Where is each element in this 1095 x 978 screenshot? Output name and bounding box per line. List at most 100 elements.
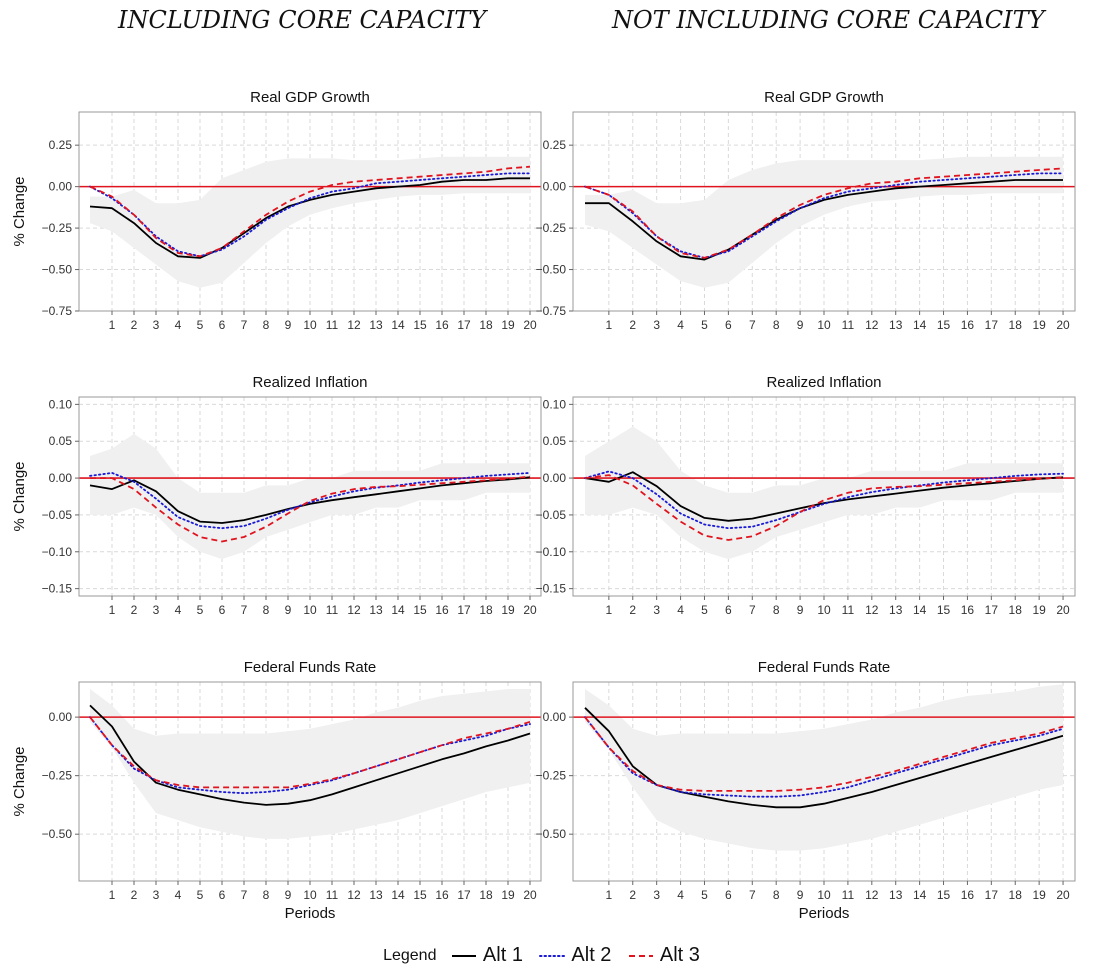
x-tick-label: 1 [109, 888, 116, 902]
x-tick-label: 16 [435, 888, 449, 902]
panel-title: Federal Funds Rate [758, 659, 891, 676]
x-tick-label: 10 [817, 318, 831, 332]
x-tick-label: 12 [347, 888, 361, 902]
series-line-alt-1 [585, 179, 1063, 261]
legend-swatch-alt-2 [539, 954, 566, 957]
x-tick-label: 17 [985, 603, 999, 617]
x-tick-label: 20 [523, 318, 537, 332]
panel-title: Realized Inflation [252, 374, 367, 391]
x-tick-label: 10 [817, 603, 831, 617]
x-tick-label: 2 [629, 888, 636, 902]
y-tick-label: −0.10 [536, 545, 567, 559]
legend-swatch-alt-1 [451, 954, 476, 957]
x-tick-label: 16 [961, 603, 975, 617]
y-tick-label: 0.00 [49, 710, 73, 724]
x-tick-label: 12 [865, 888, 879, 902]
confidence-band [90, 433, 530, 560]
x-tick-label: 6 [725, 888, 732, 902]
x-tick-label: 1 [606, 318, 613, 332]
panel-4: −0.15−0.10−0.050.000.050.101 2 3 4 5 6 7 8 9 10 11… [536, 374, 1076, 617]
x-axis-label: Periods [799, 905, 850, 922]
x-tick-label: 15 [937, 888, 951, 902]
x-tick-label: 12 [347, 603, 361, 617]
x-tick-label: 8 [773, 603, 780, 617]
x-tick-label: 16 [435, 603, 449, 617]
x-tick-label: 3 [153, 318, 160, 332]
y-tick-label: −0.05 [42, 508, 73, 522]
x-tick-label: 19 [501, 318, 515, 332]
x-tick-label: 4 [677, 603, 684, 617]
panel-5: −0.50−0.250.001 2 3 4 5 6 7 8 9 10 11 12 13 14 15 16 17 1… [11, 659, 542, 922]
column-title-not-including-core: NOT INCLUDING CORE CAPACITY [612, 6, 1045, 34]
legend-swatch-alt-3 [628, 954, 653, 957]
x-tick-label: 11 [326, 603, 339, 617]
y-tick-label: 0.05 [49, 434, 73, 448]
x-tick-label: 8 [773, 318, 780, 332]
x-tick-label: 4 [175, 318, 182, 332]
legend-label-alt-1: Alt 1 [482, 944, 523, 966]
x-tick-label: 7 [749, 888, 756, 902]
x-tick-label: 3 [653, 888, 660, 902]
x-tick-label: 15 [937, 318, 951, 332]
y-tick-label: −0.75 [42, 304, 73, 318]
y-tick-label: 0.00 [543, 180, 567, 194]
legend-item-alt-1: Alt 1 [451, 944, 523, 967]
x-tick-label: 11 [842, 318, 855, 332]
x-tick-label: 12 [865, 603, 879, 617]
x-tick-label: 13 [369, 888, 383, 902]
x-tick-label: 19 [501, 888, 515, 902]
x-tick-label: 8 [263, 318, 270, 332]
series-line-alt-3 [584, 716, 1064, 792]
legend-label-alt-2: Alt 2 [571, 944, 612, 966]
confidence-band [585, 156, 1063, 288]
x-tick-label: 13 [889, 318, 903, 332]
panel-2: −0.75−0.50−0.250.000.251 2 3 4 5 6 7 8 9 10 11 12 13… [536, 89, 1076, 332]
column-title-including-core: INCLUDING CORE CAPACITY [118, 6, 487, 34]
x-tick-label: 11 [842, 888, 855, 902]
series-line-alt-1 [89, 704, 531, 806]
x-tick-label: 17 [985, 318, 999, 332]
legend-item-alt-3: Alt 3 [628, 944, 700, 967]
x-tick-label: 5 [701, 318, 708, 332]
panel-title: Real GDP Growth [764, 89, 884, 106]
x-tick-label: 16 [961, 888, 975, 902]
x-tick-label: 9 [285, 318, 292, 332]
confidence-band [90, 689, 530, 839]
x-tick-label: 13 [369, 318, 383, 332]
y-tick-label: −0.25 [42, 221, 73, 235]
y-tick-label: 0.00 [49, 471, 73, 485]
y-tick-label: −0.50 [536, 827, 567, 841]
x-tick-label: 3 [653, 318, 660, 332]
x-tick-label: 9 [797, 603, 804, 617]
x-tick-label: 17 [457, 888, 471, 902]
x-tick-label: 9 [797, 888, 804, 902]
legend-title: Legend [383, 946, 437, 964]
x-tick-label: 5 [197, 888, 204, 902]
x-tick-label: 13 [889, 603, 903, 617]
x-tick-label: 19 [1032, 318, 1046, 332]
series-line-alt-1 [584, 471, 1064, 522]
y-tick-label: 0.10 [49, 397, 73, 411]
panel-title: Real GDP Growth [250, 89, 370, 106]
x-tick-label: 9 [285, 888, 292, 902]
x-tick-label: 6 [725, 603, 732, 617]
x-tick-label: 18 [479, 888, 493, 902]
y-tick-label: −0.15 [42, 582, 73, 596]
series-line-alt-3 [584, 474, 1064, 541]
series-line-alt-3 [89, 716, 531, 789]
x-tick-label: 18 [1009, 318, 1023, 332]
x-tick-label: 11 [326, 318, 339, 332]
x-tick-label: 13 [889, 888, 903, 902]
panel-title: Realized Inflation [766, 374, 881, 391]
x-tick-label: 4 [175, 603, 182, 617]
x-tick-label: 10 [303, 603, 317, 617]
x-tick-label: 17 [457, 603, 471, 617]
x-tick-label: 7 [241, 603, 248, 617]
x-tick-label: 14 [913, 888, 927, 902]
x-tick-label: 7 [749, 318, 756, 332]
x-tick-label: 9 [285, 603, 292, 617]
x-tick-label: 15 [937, 603, 951, 617]
y-tick-label: −0.15 [536, 582, 567, 596]
series-line-alt-1 [89, 177, 530, 259]
x-tick-label: 10 [817, 888, 831, 902]
